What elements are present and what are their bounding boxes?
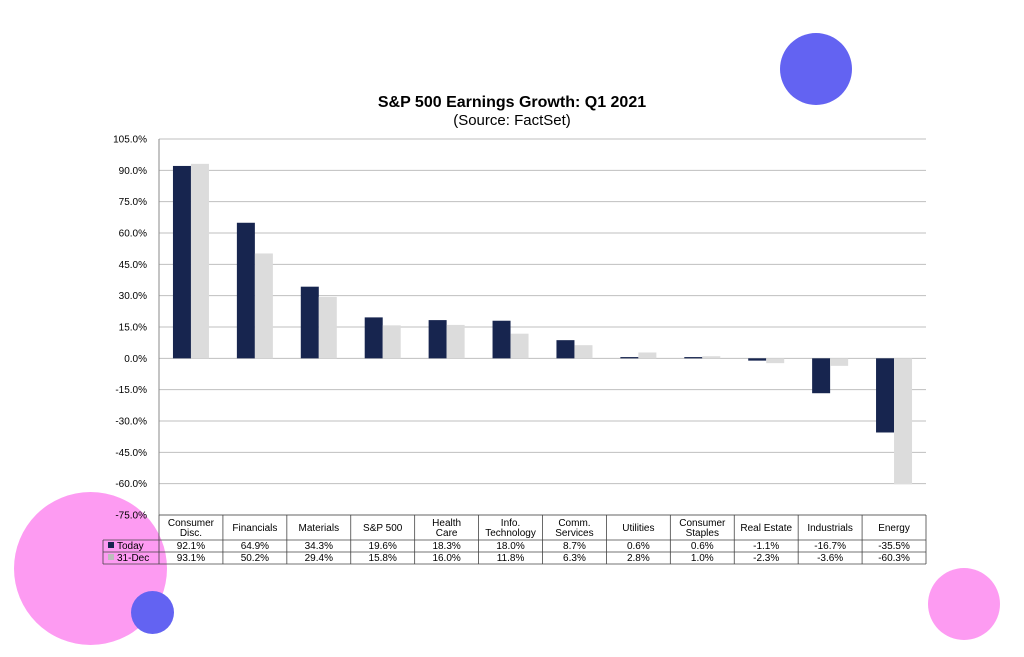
y-tick-label: 45.0%: [119, 260, 147, 271]
bar-today: [300, 286, 319, 359]
data-label: 0.6%: [627, 541, 650, 552]
legend-key-31-dec: [108, 554, 114, 560]
bar-today: [492, 320, 511, 359]
data-label: 0.6%: [691, 541, 714, 552]
decorative-circle-pink: [928, 568, 1000, 640]
category-label: Financials: [232, 523, 277, 534]
category-label: Technology: [485, 528, 536, 539]
bar-31-dec: [190, 163, 209, 359]
category-label: Energy: [878, 523, 910, 534]
data-label: 18.0%: [496, 541, 524, 552]
bar-31-dec: [830, 358, 849, 366]
data-label: 8.7%: [563, 541, 586, 552]
series-name: Today: [117, 541, 144, 552]
category-label: S&P 500: [363, 523, 403, 534]
bar-31-dec: [318, 296, 337, 359]
decorative-circle-purple: [780, 33, 852, 105]
y-tick-label: 105.0%: [113, 135, 147, 146]
bar-today: [876, 358, 895, 433]
bar-today: [428, 320, 447, 359]
data-label: -60.3%: [878, 553, 910, 564]
y-tick-label: 90.0%: [119, 166, 147, 177]
category-label: Health: [432, 518, 461, 529]
data-label: -1.1%: [753, 541, 779, 552]
data-label: -3.6%: [817, 553, 843, 564]
y-tick-label: 15.0%: [119, 323, 147, 334]
category-label: Materials: [299, 523, 340, 534]
data-label: 18.3%: [432, 541, 460, 552]
chart-title: S&P 500 Earnings Growth: Q1 2021: [378, 94, 646, 111]
bar-31-dec: [254, 253, 273, 359]
gridlines: [158, 138, 926, 516]
series-name: 31-Dec: [117, 553, 149, 564]
data-label: 6.3%: [563, 553, 586, 564]
y-tick-label: -15.0%: [115, 385, 147, 396]
data-label: -2.3%: [753, 553, 779, 564]
bar-today: [172, 165, 191, 359]
y-tick-label: -30.0%: [115, 417, 147, 428]
data-label: 16.0%: [432, 553, 460, 564]
bar-31-dec: [894, 358, 913, 485]
category-label: Comm.: [558, 518, 590, 529]
bar-31-dec: [382, 325, 401, 359]
legend-key-today: [108, 542, 114, 548]
bar-31-dec: [638, 352, 657, 359]
category-label: Consumer: [168, 518, 215, 529]
category-label: Utilities: [622, 523, 654, 534]
category-label: Consumer: [679, 518, 726, 529]
bar-31-dec: [574, 345, 593, 359]
category-label: Disc.: [180, 528, 202, 539]
data-label: 29.4%: [305, 553, 333, 564]
y-axis-ticks: 105.0% 90.0% 75.0% 60.0% 45.0% 30.0% 15.0% 0.0%…: [113, 135, 147, 522]
data-label: 19.6%: [369, 541, 397, 552]
category-label: Info.: [501, 518, 520, 529]
y-tick-label: 30.0%: [119, 291, 147, 302]
category-label: Industrials: [807, 523, 853, 534]
data-label: 64.9%: [241, 541, 269, 552]
y-tick-label: 75.0%: [119, 197, 147, 208]
bar-today: [684, 357, 703, 359]
y-tick-label: 60.0%: [119, 229, 147, 240]
y-tick-label: -60.0%: [115, 479, 147, 490]
data-label: 2.8%: [627, 553, 650, 564]
data-label: 92.1%: [177, 541, 205, 552]
decorative-circle-purple-small: [131, 591, 174, 634]
bar-31-dec: [702, 356, 721, 359]
y-tick-label: -75.0%: [115, 511, 147, 522]
data-label: 34.3%: [305, 541, 333, 552]
y-tick-label: -45.0%: [115, 448, 147, 459]
bar-today: [812, 358, 831, 394]
category-label: Services: [555, 528, 593, 539]
data-label: 11.8%: [497, 553, 525, 564]
category-label: Care: [436, 528, 458, 539]
category-label: Staples: [686, 528, 719, 539]
data-label: 50.2%: [241, 553, 269, 564]
bar-today: [236, 222, 255, 359]
category-label: Real Estate: [740, 523, 792, 534]
data-label: -35.5%: [878, 541, 910, 552]
data-label: 93.1%: [177, 553, 205, 564]
bar-31-dec: [766, 358, 785, 364]
bars: [172, 163, 913, 485]
bar-31-dec: [510, 333, 529, 359]
bar-today: [620, 357, 639, 359]
y-tick-label: 0.0%: [124, 354, 147, 365]
bar-today: [556, 340, 575, 359]
bar-31-dec: [446, 324, 465, 359]
bar-today: [364, 317, 383, 359]
data-label: -16.7%: [814, 541, 846, 552]
chart-subtitle: (Source: FactSet): [453, 112, 571, 129]
bar-today: [748, 358, 767, 361]
data-label: 15.8%: [369, 553, 397, 564]
data-label: 1.0%: [691, 553, 714, 564]
